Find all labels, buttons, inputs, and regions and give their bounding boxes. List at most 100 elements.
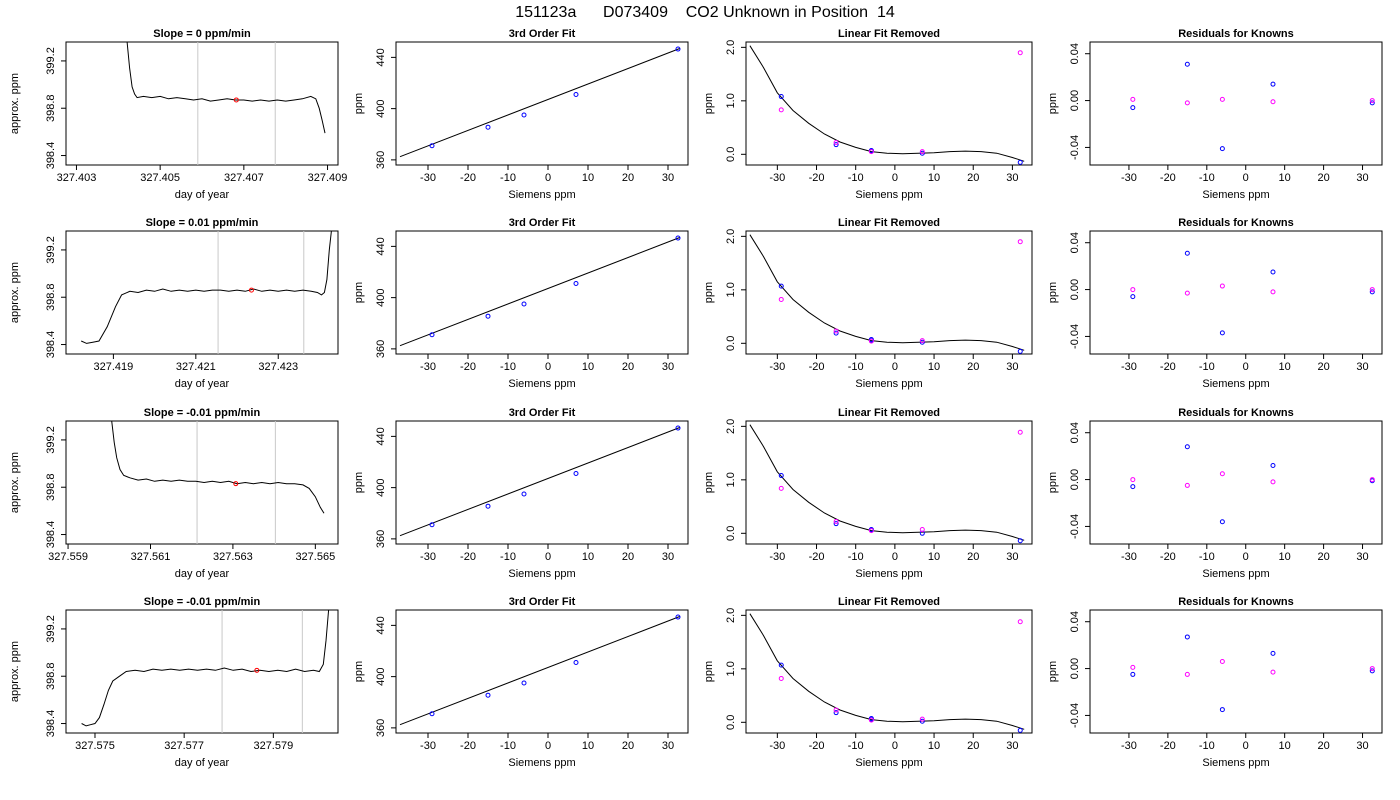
x-tick-label: 327.403 — [57, 172, 97, 184]
known-point-blue — [521, 680, 527, 686]
x-tick-label: -10 — [500, 361, 516, 373]
x-tick-label: 20 — [622, 551, 634, 563]
x-tick-label: -10 — [848, 172, 864, 184]
analyzer-signal-line — [126, 42, 326, 134]
x-tick-label: 10 — [582, 740, 594, 752]
y-tick-label: 0.04 — [1069, 43, 1081, 64]
x-tick-label: 10 — [1279, 361, 1291, 373]
known-point-blue — [1219, 707, 1225, 713]
plot-area — [749, 234, 1025, 354]
known-point-blue — [675, 46, 681, 52]
y-axis-label: ppm — [1047, 472, 1059, 493]
known-point-blue — [521, 301, 527, 307]
y-tick-label: 360 — [375, 151, 387, 169]
y-tick-label: 1.0 — [725, 282, 737, 297]
known-point-blue — [1130, 671, 1136, 677]
x-tick-label: -10 — [1199, 172, 1215, 184]
x-tick-label: 20 — [1317, 172, 1329, 184]
mean-value-point — [233, 481, 239, 487]
y-tick-label: 440 — [375, 48, 387, 66]
known-point-blue — [833, 142, 839, 148]
known-point-blue — [521, 112, 527, 118]
known-point-magenta — [833, 140, 839, 146]
y-tick-label: 0.04 — [1069, 422, 1081, 443]
x-tick-label: -10 — [500, 740, 516, 752]
panel-1-3: Linear Fit Removed Siemens ppm ppm -30 -20 -1… — [703, 28, 1033, 201]
known-point-magenta — [1219, 659, 1225, 665]
x-tick-label: 20 — [622, 172, 634, 184]
known-point-blue — [485, 313, 491, 319]
known-point-magenta — [868, 717, 874, 723]
x-tick-label: 0 — [892, 740, 898, 752]
known-point-magenta — [1017, 619, 1023, 625]
known-point-blue — [573, 660, 579, 666]
known-point-magenta — [1130, 96, 1136, 102]
x-tick-label: -20 — [460, 740, 476, 752]
panel-1-4: Residuals for Knowns Siemens ppm ppm -30 -20… — [1047, 28, 1383, 201]
x-tick-label: -10 — [848, 361, 864, 373]
known-point-blue — [675, 425, 681, 431]
plot-area — [1130, 634, 1375, 713]
x-tick-label: 327.565 — [295, 551, 335, 563]
x-axis-label: Siemens ppm — [508, 189, 575, 201]
known-point-blue — [521, 491, 527, 497]
y-axis-label: approx. ppm — [9, 452, 21, 513]
y-axis-label: approx. ppm — [9, 262, 21, 323]
x-tick-label: 20 — [967, 740, 979, 752]
y-axis-label: approx. ppm — [9, 73, 21, 134]
y-tick-label: 399.2 — [45, 615, 57, 643]
x-tick-label: 20 — [1317, 551, 1329, 563]
panel-3-4: Residuals for Knowns Siemens ppm ppm -30 -20… — [1047, 407, 1383, 580]
known-point-blue — [1184, 250, 1190, 256]
plot-frame — [395, 230, 689, 355]
x-tick-label: 30 — [1356, 740, 1368, 752]
known-point-magenta — [1130, 477, 1136, 483]
panel-title: Slope = -0.01 ppm/min — [144, 407, 261, 419]
known-point-magenta — [919, 338, 925, 344]
plot-area — [749, 45, 1025, 165]
known-point-magenta — [1184, 482, 1190, 488]
y-axis-label: ppm — [353, 472, 365, 493]
x-tick-label: 20 — [622, 740, 634, 752]
y-axis-label: ppm — [1047, 661, 1059, 682]
known-point-blue — [1017, 159, 1023, 165]
known-point-blue — [1219, 330, 1225, 336]
y-axis-label: approx. ppm — [9, 641, 21, 702]
x-axis-label: Siemens ppm — [855, 189, 922, 201]
x-tick-label: 0 — [1243, 361, 1249, 373]
panel-title: Slope = -0.01 ppm/min — [144, 596, 261, 608]
known-point-blue — [919, 339, 925, 345]
x-tick-label: 10 — [582, 551, 594, 563]
x-tick-label: 327.423 — [258, 361, 298, 373]
x-tick-label: -30 — [769, 172, 785, 184]
known-point-magenta — [1017, 429, 1023, 435]
x-tick-label: 30 — [662, 551, 674, 563]
panel-title: 3rd Order Fit — [509, 217, 576, 229]
plot-frame — [395, 420, 689, 545]
y-tick-label: -0.04 — [1069, 514, 1081, 539]
y-axis-label: ppm — [1047, 282, 1059, 303]
x-tick-label: -10 — [500, 551, 516, 563]
known-point-blue — [573, 92, 579, 98]
x-tick-label: 327.419 — [94, 361, 134, 373]
x-axis-label: Siemens ppm — [1202, 757, 1269, 769]
panel-4-1: Slope = -0.01 ppm/min day of year approx. … — [9, 596, 339, 769]
known-point-blue — [1369, 668, 1375, 674]
fit-curve — [749, 613, 1025, 730]
known-point-magenta — [1369, 287, 1375, 293]
y-tick-label: 398.4 — [45, 710, 57, 738]
x-tick-label: -10 — [1199, 361, 1215, 373]
x-tick-label: 0 — [545, 551, 551, 563]
plot-frame — [1089, 230, 1383, 355]
y-axis-label: ppm — [703, 282, 715, 303]
x-tick-label: -20 — [809, 551, 825, 563]
x-tick-label: -30 — [769, 740, 785, 752]
y-tick-label: 398.8 — [45, 473, 57, 501]
x-tick-label: -10 — [500, 172, 516, 184]
known-point-blue — [919, 718, 925, 724]
known-point-blue — [1184, 444, 1190, 450]
y-tick-label: 400 — [375, 288, 387, 306]
known-point-blue — [778, 473, 784, 479]
x-tick-label: -20 — [460, 361, 476, 373]
